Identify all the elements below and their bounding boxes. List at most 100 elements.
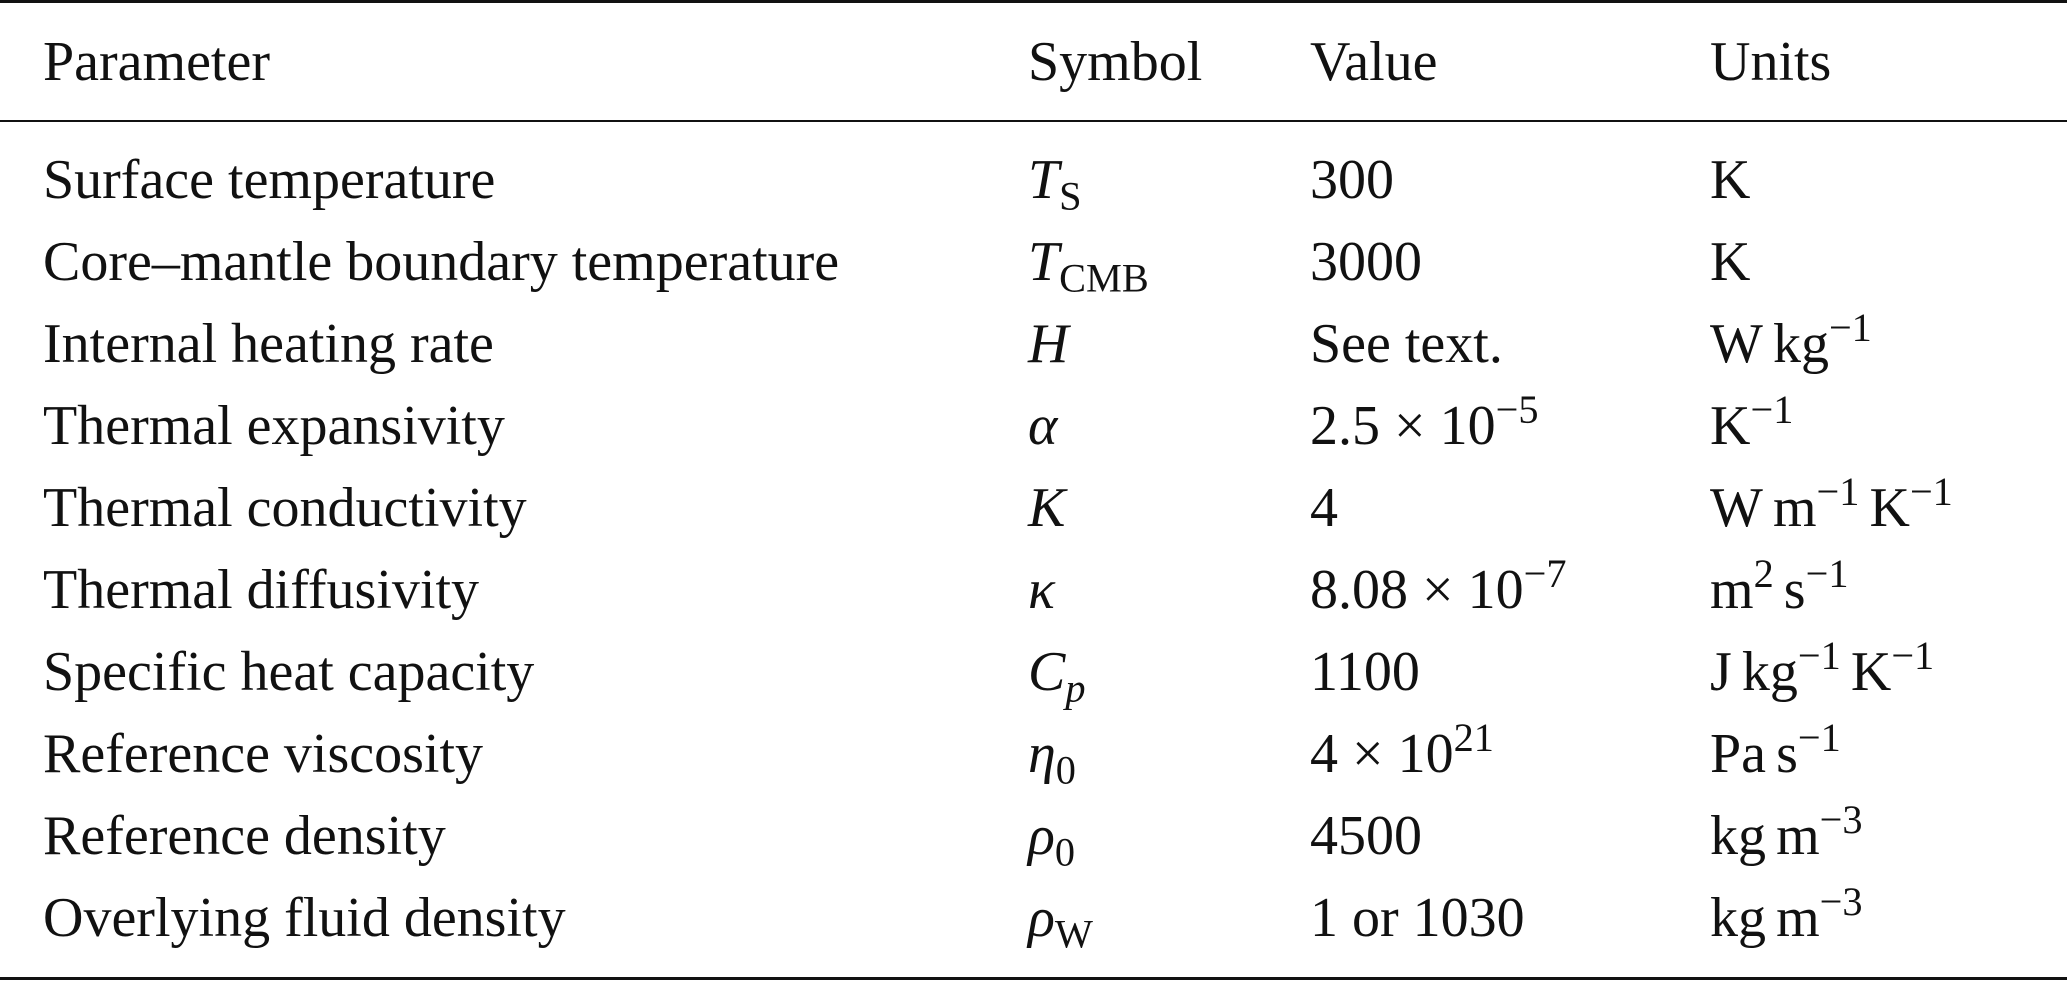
row-parameter: Reference viscosity [43,723,484,785]
unit-exponent: −1 [1909,469,1953,515]
unit-base: Pa [1710,723,1766,785]
header-symbol: Symbol [1028,31,1203,93]
row-units: K−1 [1710,389,1793,457]
value-text: 1 or 1030 [1310,887,1525,949]
header-parameter: Parameter [43,31,270,93]
symbol-subscript: 0 [1055,747,1076,793]
symbol-subscript: p [1065,665,1086,711]
unit-base: J [1710,641,1732,703]
row-parameter: Core–mantle boundary temperature [43,231,840,293]
value-text: 3000 [1310,231,1422,293]
symbol-subscript: W [1054,911,1093,957]
unit-base: K [1869,477,1910,539]
unit-exponent: −1 [1828,305,1872,351]
row-symbol: TS [1028,152,1082,216]
row-value: 1 or 1030 [1310,890,1525,946]
row-symbol: ρW [1028,887,1093,954]
row-symbol: η0 [1028,723,1076,790]
row-symbol: κ [1028,562,1055,618]
unit-exponent: −3 [1819,797,1863,843]
symbol-base: H [1028,313,1069,375]
unit-base: K [1710,395,1751,457]
symbol-base: κ [1028,559,1055,621]
unit-base: m [1772,477,1817,539]
row-units: K [1710,234,1750,290]
unit-base: W [1710,313,1763,375]
row-value: 4 [1310,480,1338,536]
row-parameter: Internal heating rate [43,313,494,375]
row-parameter: Surface temperature [43,149,496,211]
row-units: Pa s−1 [1710,717,1841,785]
value-exponent: −5 [1495,387,1539,433]
symbol-subscript: S [1059,173,1082,219]
row-value: 4500 [1310,808,1422,864]
unit-base: s [1783,559,1806,621]
row-value: 300 [1310,152,1394,208]
header-units: Units [1710,31,1832,93]
unit-base: s [1776,723,1798,785]
row-units: kg m−3 [1710,881,1863,949]
unit-exponent: −1 [1891,633,1935,679]
unit-base: kg [1741,641,1798,703]
value-mantissa: 8.08 [1310,559,1408,621]
row-value: 1100 [1310,644,1420,700]
unit-base: K [1850,641,1892,703]
value-times: × 10 [1408,559,1524,621]
row-symbol: K [1028,480,1065,536]
row-value: 3000 [1310,234,1422,290]
unit-exponent: −1 [1805,551,1849,597]
unit-base: K [1710,149,1751,211]
value-text: 4500 [1310,805,1422,867]
row-parameter: Thermal conductivity [43,477,527,539]
symbol-base: K [1028,477,1066,539]
table-bottom-rule [0,977,2067,980]
unit-exponent: −1 [1750,387,1794,433]
symbol-base: α [1028,395,1058,457]
row-symbol: α [1028,398,1057,454]
symbol-base: η [1028,723,1056,785]
unit-base: kg [1710,805,1766,867]
row-value: See text. [1310,316,1503,372]
row-value: 8.08 × 10−7 [1310,553,1567,621]
unit-base: m [1710,559,1754,621]
value-text: 300 [1310,149,1394,211]
row-symbol: TCMB [1028,231,1149,298]
value-mantissa: 4 [1310,723,1338,785]
value-exponent: −7 [1523,551,1567,597]
table-header-rule [0,120,2067,122]
unit-exponent: −1 [1797,715,1841,761]
header-value: Value [1310,31,1438,93]
unit-base: kg [1710,887,1766,949]
unit-base: W [1710,477,1763,539]
symbol-base: ρ [1028,805,1055,867]
symbol-base: ρ [1028,887,1055,949]
unit-base: K [1710,231,1751,293]
symbol-base: T [1028,231,1060,293]
row-units: kg m−3 [1710,799,1863,867]
value-times: × 10 [1338,723,1454,785]
value-mantissa: 2.5 [1310,395,1380,457]
unit-base: m [1776,805,1820,867]
value-text: 1100 [1310,641,1420,703]
row-parameter: Reference density [43,805,446,867]
row-units: K [1710,152,1750,208]
row-parameter: Thermal diffusivity [43,559,479,621]
unit-exponent: 2 [1753,551,1774,597]
value-times: × 10 [1380,395,1496,457]
unit-base: kg [1772,313,1829,375]
value-exponent: 21 [1453,715,1494,761]
row-symbol: ρ0 [1028,805,1075,872]
row-value: 2.5 × 10−5 [1310,389,1539,457]
symbol-subscript: CMB [1059,255,1149,301]
row-parameter: Overlying fluid density [43,887,566,949]
unit-exponent: −3 [1819,879,1863,925]
row-parameter: Thermal expansivity [43,395,505,457]
table-top-rule [0,0,2067,3]
unit-base: m [1776,887,1820,949]
value-text: See text. [1310,313,1503,375]
symbol-subscript: 0 [1054,829,1076,875]
unit-exponent: −1 [1816,469,1860,515]
